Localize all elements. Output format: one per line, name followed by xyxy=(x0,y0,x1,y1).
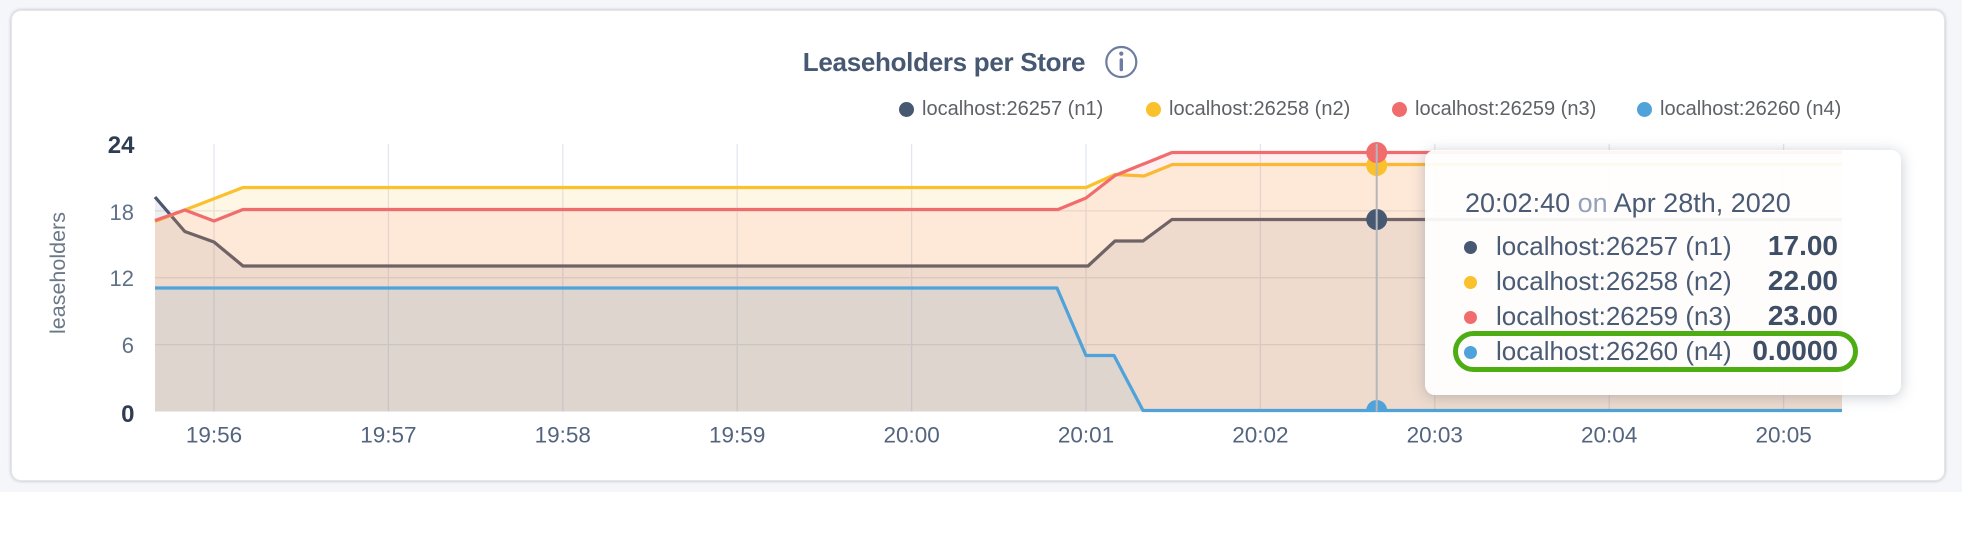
svg-text:19:59: 19:59 xyxy=(709,423,765,448)
svg-text:24: 24 xyxy=(108,132,135,159)
svg-text:0: 0 xyxy=(121,401,134,428)
svg-text:19:58: 19:58 xyxy=(535,423,591,448)
svg-text:20:02: 20:02 xyxy=(1232,423,1288,448)
svg-text:20:04: 20:04 xyxy=(1581,423,1637,448)
svg-text:6: 6 xyxy=(122,333,134,358)
svg-text:20:01: 20:01 xyxy=(1058,423,1114,448)
svg-text:19:56: 19:56 xyxy=(186,423,242,448)
svg-text:20:03: 20:03 xyxy=(1407,423,1463,448)
svg-text:20:00: 20:00 xyxy=(883,423,939,448)
svg-text:19:57: 19:57 xyxy=(360,423,416,448)
svg-text:leaseholders: leaseholders xyxy=(46,212,70,334)
svg-text:18: 18 xyxy=(110,200,134,225)
svg-text:20:05: 20:05 xyxy=(1755,423,1811,448)
svg-text:12: 12 xyxy=(110,266,134,291)
